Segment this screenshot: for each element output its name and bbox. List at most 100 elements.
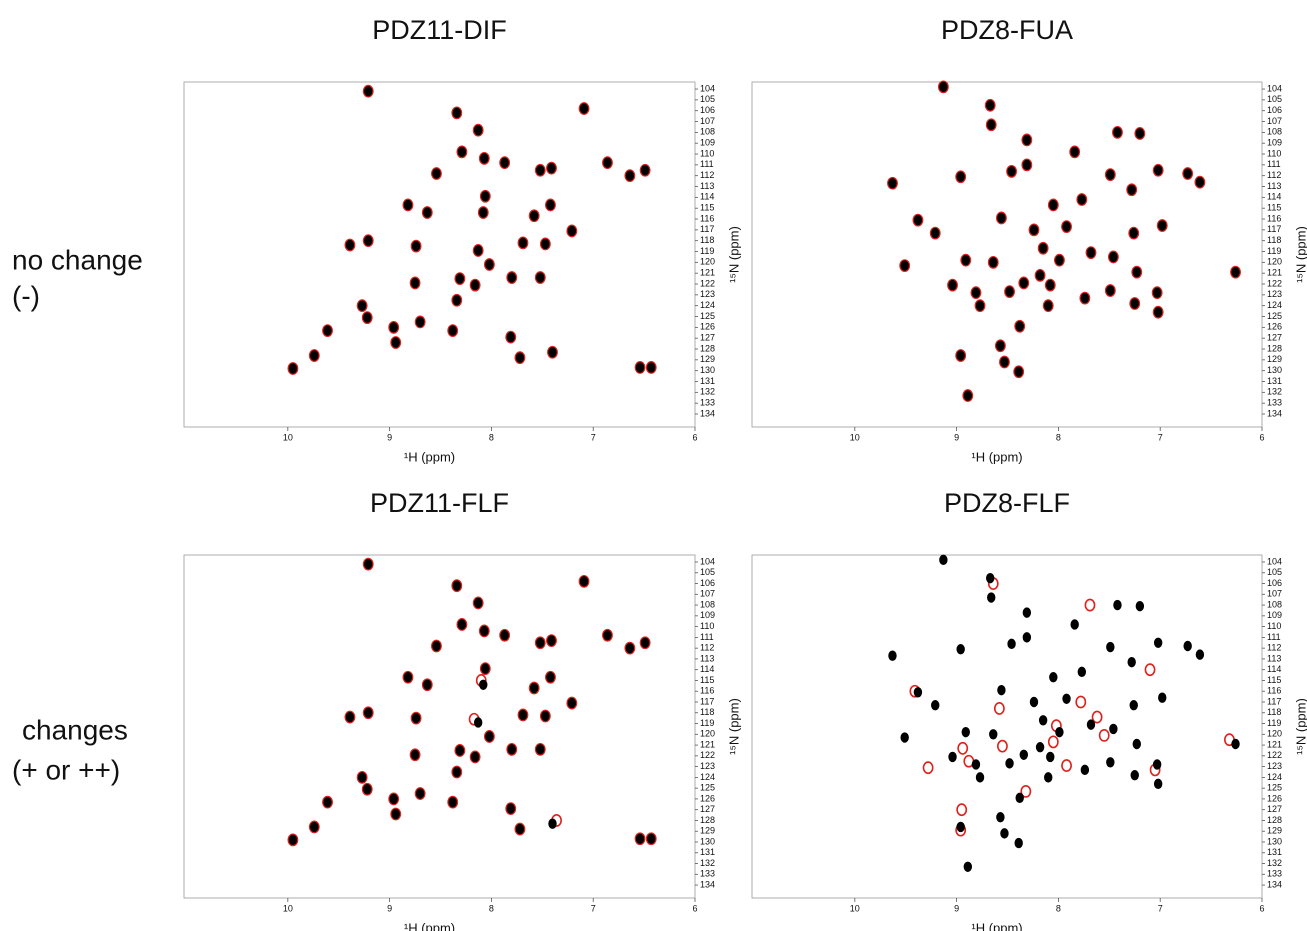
peak	[640, 637, 650, 648]
y-tick-label: 114	[1267, 192, 1281, 202]
peak	[506, 742, 518, 756]
peak	[955, 349, 967, 362]
peak	[344, 238, 356, 252]
y-tick-label: 126	[1267, 322, 1282, 332]
peak	[634, 832, 646, 846]
x-tick-label: 7	[1158, 903, 1163, 913]
peak	[996, 812, 1005, 823]
peak	[1055, 726, 1064, 738]
peak	[470, 751, 480, 763]
peak	[647, 833, 656, 844]
peak	[1007, 638, 1016, 650]
y-axis-label: ¹⁵N (ppm)	[726, 698, 741, 755]
peak	[478, 624, 490, 638]
peak	[625, 642, 635, 654]
peak	[955, 170, 967, 184]
y-tick-label: 132	[1267, 858, 1282, 868]
peak	[357, 772, 367, 783]
peak	[1107, 250, 1119, 264]
y-tick-label: 111	[1267, 632, 1281, 642]
peak	[1127, 184, 1136, 195]
peak	[473, 597, 483, 609]
peak	[344, 710, 356, 724]
peak	[547, 635, 556, 646]
peak	[624, 169, 636, 183]
plot-frame	[751, 81, 1263, 428]
y-tick-label: 115	[1267, 675, 1281, 685]
peak	[506, 803, 515, 814]
y-tick-label: 126	[1267, 793, 1282, 803]
peak	[514, 822, 526, 836]
peak	[1028, 223, 1040, 237]
peak	[415, 788, 425, 799]
x-tick-label: 6	[1259, 432, 1264, 442]
peak	[310, 821, 319, 833]
y-tick-label: 118	[700, 707, 714, 717]
y-tick-label: 133	[700, 398, 715, 408]
peak	[1113, 127, 1122, 138]
peak	[1005, 286, 1014, 297]
peak	[997, 212, 1006, 224]
peak	[403, 672, 413, 683]
peak	[456, 618, 468, 631]
peak	[287, 833, 299, 847]
peak	[1044, 278, 1056, 292]
peak	[457, 146, 467, 158]
peak	[469, 278, 481, 292]
peak	[1194, 175, 1206, 189]
peak	[414, 315, 426, 329]
peak	[481, 663, 490, 674]
peak	[1000, 828, 1009, 839]
peak	[1038, 715, 1048, 726]
y-tick-label: 119	[700, 246, 714, 256]
peak	[1034, 268, 1046, 282]
peak	[1046, 279, 1055, 291]
peak	[987, 255, 999, 269]
peak	[1086, 719, 1096, 730]
y-tick-label: 131	[700, 376, 715, 386]
peak	[518, 709, 528, 721]
y-tick-label: 128	[1267, 815, 1282, 825]
y-tick-label: 118	[1267, 235, 1281, 245]
y-axis-label: ¹⁵N (ppm)	[1293, 698, 1307, 755]
chart-title: PDZ11-DIF	[372, 15, 507, 45]
peak	[423, 679, 432, 690]
peak	[1106, 757, 1115, 768]
peak	[1029, 224, 1039, 236]
peak	[579, 103, 589, 114]
y-tick-label: 122	[700, 278, 715, 288]
y-tick-label: 112	[700, 170, 714, 180]
peak	[363, 784, 372, 795]
y-tick-label: 114	[1267, 664, 1281, 674]
y-tick-label: 117	[1267, 224, 1281, 234]
y-tick-label: 125	[1267, 311, 1282, 321]
peak	[922, 761, 934, 775]
peak	[635, 362, 645, 373]
peak	[1021, 133, 1033, 147]
peak	[1035, 270, 1045, 281]
peak	[975, 300, 985, 311]
y-tick-label: 104	[700, 556, 715, 566]
peak	[363, 312, 372, 323]
peak	[1015, 792, 1024, 804]
peak	[625, 170, 635, 181]
peak	[548, 818, 557, 829]
peak	[1080, 292, 1090, 304]
y-tick-label: 118	[1267, 707, 1281, 717]
peak	[957, 741, 969, 755]
peak	[421, 206, 433, 219]
peak	[528, 681, 540, 695]
peak	[1029, 696, 1039, 708]
y-tick-label: 120	[700, 257, 715, 267]
row-label: (-)	[12, 280, 40, 311]
peak	[989, 729, 998, 740]
y-tick-label: 108	[700, 599, 715, 609]
peak	[536, 637, 545, 648]
peak	[506, 331, 515, 343]
y-tick-label: 124	[1267, 300, 1282, 310]
peak	[391, 808, 400, 820]
peak	[410, 711, 422, 725]
y-tick-label: 133	[700, 869, 715, 879]
peak	[457, 619, 467, 630]
peak	[477, 206, 489, 219]
